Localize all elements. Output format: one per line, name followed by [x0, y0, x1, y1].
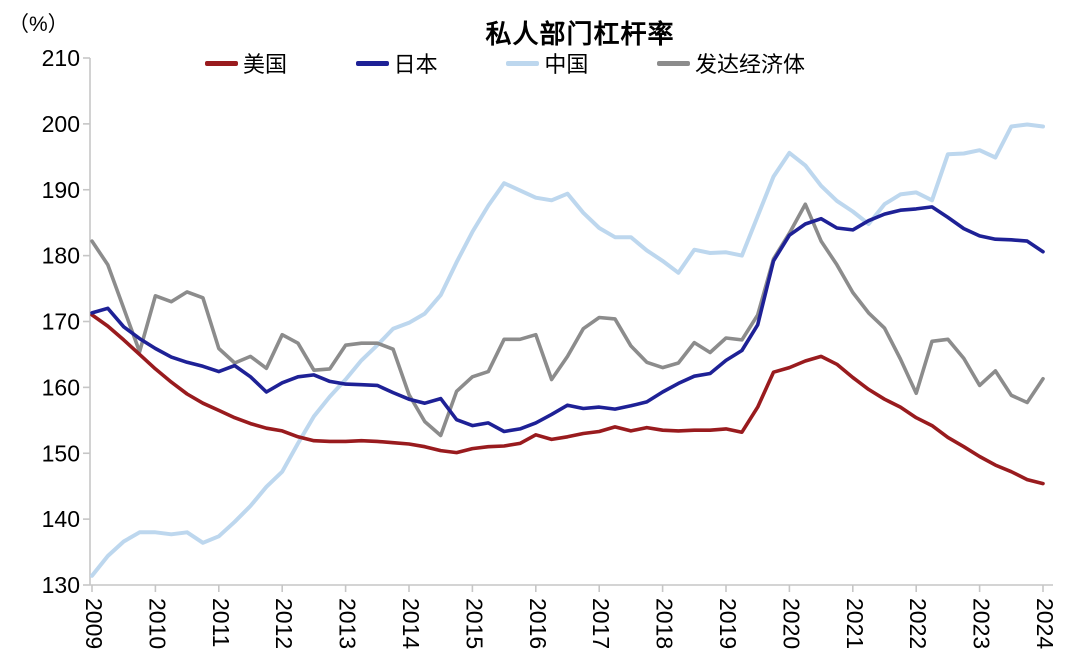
series-line-us — [90, 313, 1045, 486]
x-tick-label: 2020 — [778, 598, 804, 649]
chart-title: 私人部门杠杆率 — [485, 19, 675, 49]
legend-label-dev: 发达经济体 — [694, 52, 805, 77]
x-tick-label: 2009 — [81, 598, 107, 649]
y-tick-label: 160 — [42, 374, 80, 400]
y-tick-label: 150 — [42, 440, 80, 466]
x-tick-label: 2021 — [842, 598, 868, 649]
legend-item-us: 美国 — [205, 47, 287, 79]
x-tick-label: 2013 — [335, 598, 361, 649]
x-tick-label: 2012 — [271, 598, 297, 649]
series-line-jp — [90, 205, 1045, 434]
x-tick-label: 2010 — [144, 598, 170, 649]
x-tick-label: 2019 — [715, 598, 741, 649]
series-line-dev — [90, 202, 1045, 438]
legend-label-us: 美国 — [243, 52, 288, 77]
legend-item-cn: 中国 — [506, 47, 588, 79]
legend-swatch-dev — [656, 60, 690, 66]
legend: 美国 日本 中国 发达经济体 — [205, 47, 805, 79]
x-tick-label: 2011 — [208, 598, 234, 647]
x-tick-label: 2023 — [969, 598, 995, 649]
y-tick-label: 170 — [42, 309, 80, 335]
legend-item-jp: 日本 — [355, 47, 438, 79]
legend-label-jp: 日本 — [393, 52, 438, 77]
x-tick-label: 2018 — [652, 598, 678, 649]
y-tick-label: 140 — [42, 506, 80, 532]
legend-swatch-us — [205, 60, 238, 66]
legend-label-cn: 中国 — [544, 52, 589, 77]
series-line-cn — [90, 122, 1045, 578]
x-tick-label: 2014 — [398, 598, 424, 649]
x-tick-label: 2016 — [525, 598, 551, 649]
legend-swatch-jp — [355, 60, 389, 66]
y-tick-label: 210 — [42, 45, 80, 71]
x-tick-label: 2022 — [905, 598, 931, 649]
legend-swatch-cn — [506, 60, 540, 66]
y-tick-label: 180 — [42, 243, 80, 269]
x-tick-label: 2024 — [1032, 598, 1058, 649]
x-tick-label: 2015 — [461, 598, 487, 649]
y-tick-label: 130 — [42, 572, 80, 598]
y-tick-label: 200 — [42, 111, 80, 137]
x-tick-label: 2017 — [588, 598, 614, 649]
y-axis-unit-label: （%） — [8, 13, 69, 36]
legend-item-dev: 发达经济体 — [656, 47, 805, 79]
y-tick-label: 190 — [42, 177, 80, 203]
